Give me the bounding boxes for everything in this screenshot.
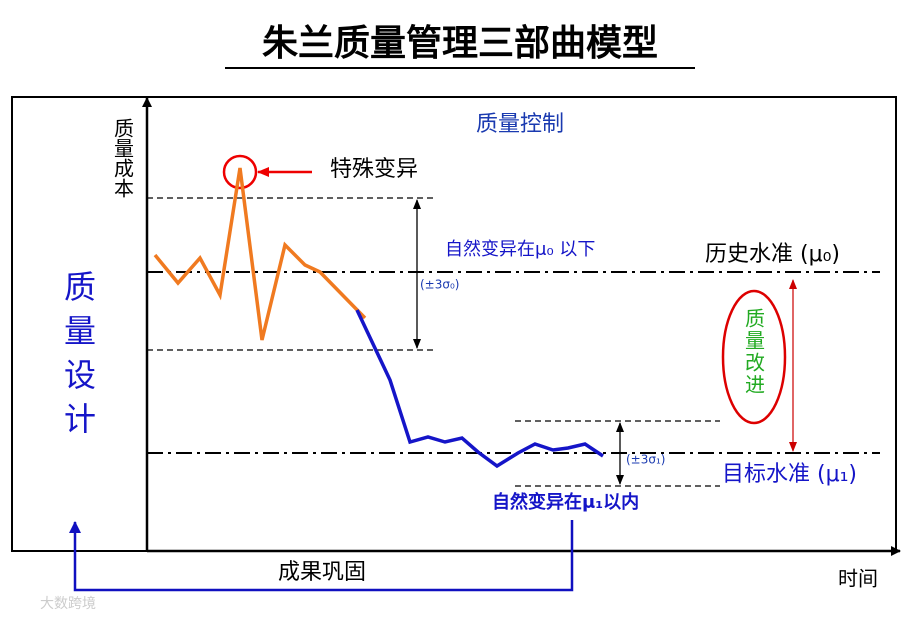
consolidation-arrow: [69, 520, 574, 592]
title: 朱兰质量管理三部曲模型: [262, 23, 658, 64]
target-level: 目标水准 (μ₁): [722, 462, 857, 487]
sigma-1: (±3σ₁): [626, 453, 665, 467]
sigma-0: (±3σ₀): [420, 278, 459, 292]
improvement-ellipse: [721, 289, 787, 425]
cost-line-after: [355, 309, 604, 469]
special-variation: 特殊变异: [330, 157, 418, 182]
cost-line-before: [153, 167, 367, 341]
section-control: 质量控制: [476, 112, 564, 137]
historical-level: 历史水准 (μ₀): [705, 242, 840, 267]
y-axis-label: 质量成本: [111, 118, 135, 198]
section-design: 质量设计: [59, 270, 97, 446]
special-circle: [222, 154, 258, 190]
section-improvement: 质量改进: [742, 308, 766, 396]
natural-variation-1: 自然变异在μ₁以内: [492, 491, 639, 513]
x-axis-label: 时间: [838, 567, 878, 591]
watermark: 大数跨境: [40, 596, 96, 612]
natural-variation-0: 自然变异在μ₀ 以下: [445, 239, 595, 260]
control-limits: [147, 197, 720, 487]
consolidation: 成果巩固: [278, 560, 366, 585]
level-lines: [147, 271, 880, 454]
